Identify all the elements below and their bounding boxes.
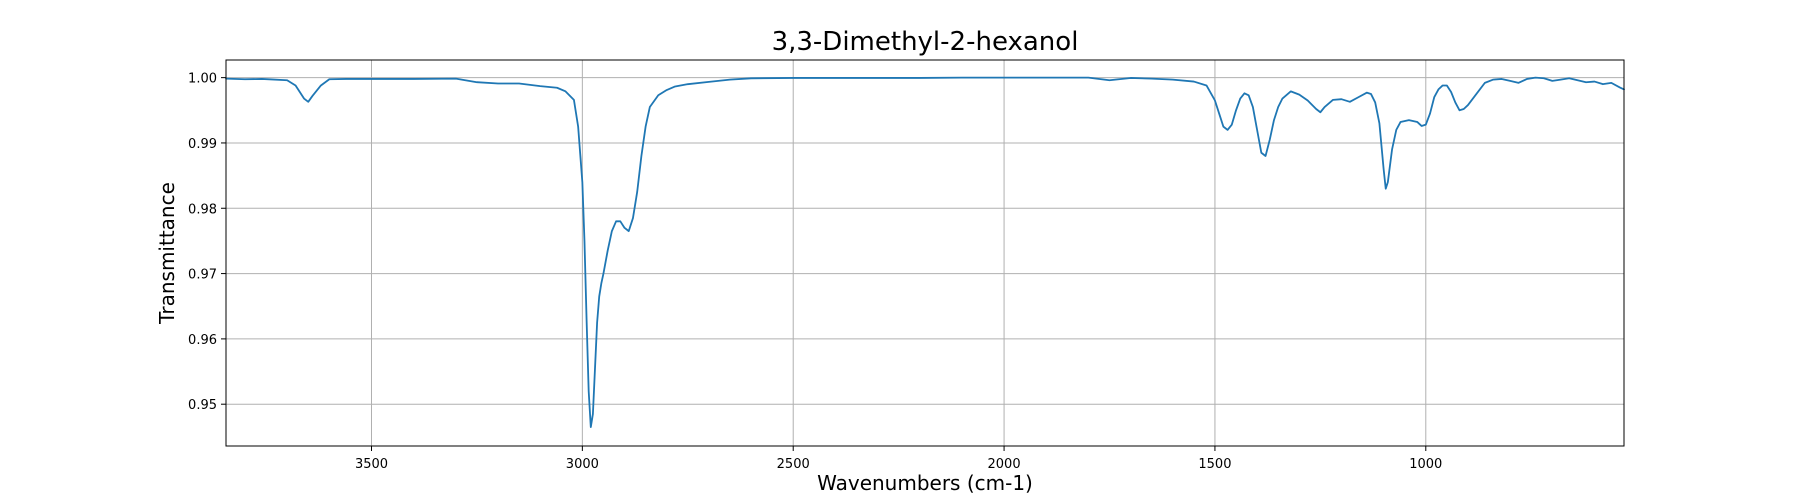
x-tick-label: 3500 bbox=[355, 457, 388, 472]
y-tick-label: 0.99 bbox=[188, 137, 217, 152]
series-layer bbox=[225, 76, 1625, 428]
x-tick-label: 2000 bbox=[988, 457, 1021, 472]
y-axis-label: Transmittance bbox=[155, 182, 179, 325]
plot-frame bbox=[225, 59, 1625, 447]
y-tick-label: 0.96 bbox=[188, 333, 217, 348]
x-tick-label: 2500 bbox=[777, 457, 810, 472]
y-tick-label: 0.98 bbox=[188, 202, 217, 217]
transmittance-line bbox=[225, 76, 1625, 428]
x-axis-label: Wavenumbers (cm-1) bbox=[817, 471, 1033, 495]
y-tick-label: 0.95 bbox=[188, 398, 217, 413]
x-tick-label: 1000 bbox=[1409, 457, 1442, 472]
y-tick-label: 0.97 bbox=[188, 268, 217, 283]
x-tick-label: 1500 bbox=[1198, 457, 1231, 472]
chart-title: 3,3-Dimethyl-2-hexanol bbox=[772, 27, 1079, 57]
tick-layer: 3500 3000 2500 2000 1500 1000 0.95 0.96 0.97 0.98… bbox=[188, 72, 1442, 472]
y-tick-label: 1.00 bbox=[188, 72, 217, 87]
x-tick-label: 3000 bbox=[566, 457, 599, 472]
